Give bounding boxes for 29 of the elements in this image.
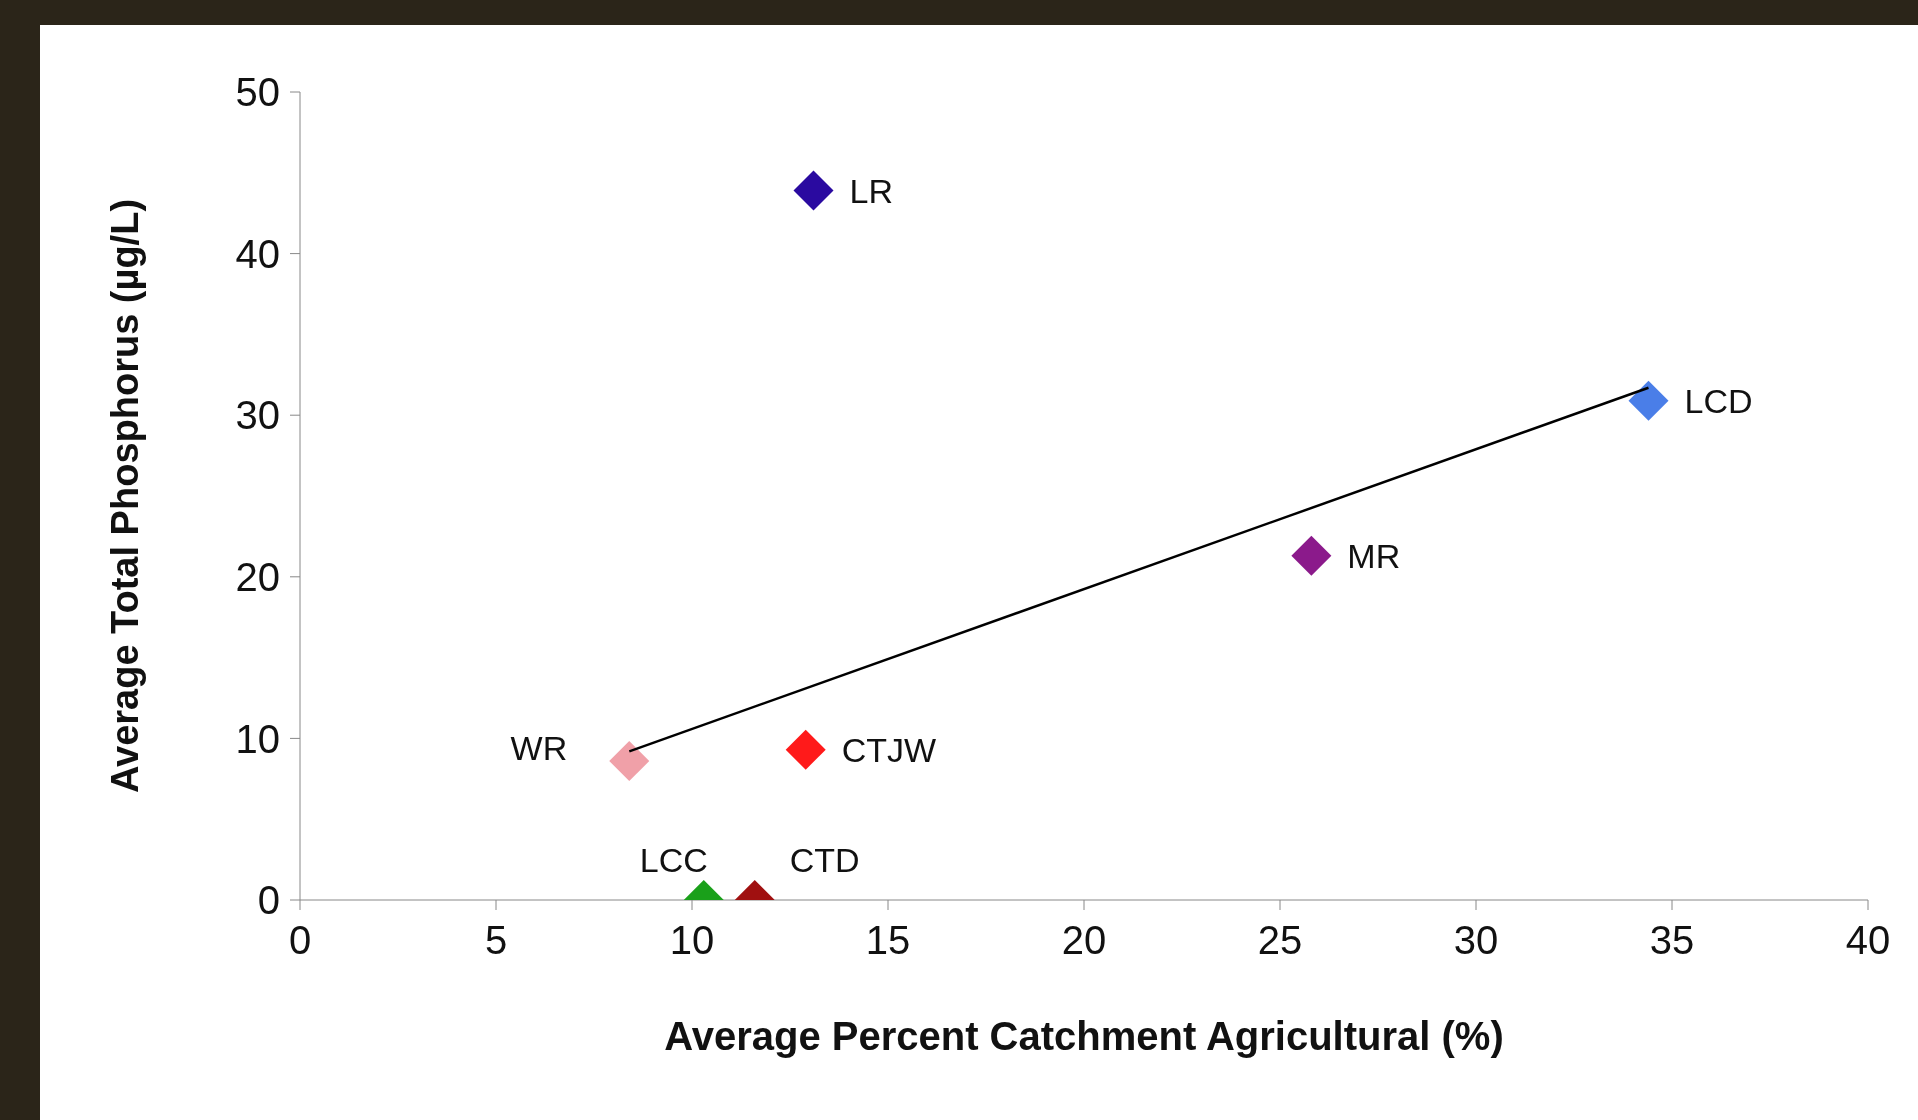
y-tick-label: 40 [235,231,280,276]
x-tick-label: 5 [484,918,508,963]
point [785,729,826,770]
y-tick-label: 30 [235,393,280,438]
y-tick-label: 10 [235,716,280,761]
series-label: LR [849,171,893,210]
y-tick-label: 0 [257,878,280,923]
x-tick-label: 20 [1061,918,1107,963]
point [1628,380,1669,421]
x-tick-label: 35 [1649,918,1695,963]
y-axis-title: Average Total Phosphorus (µg/L) [104,198,147,794]
x-tick-label: 30 [1453,918,1499,963]
point [793,170,834,211]
x-tick-label: 25 [1257,918,1303,963]
y-tick-label: 50 [235,70,280,115]
series-label: CTD [789,841,860,879]
x-axis-title: Average Percent Catchment Agricultural (%) [664,1014,1504,1058]
series-label: LCD [1684,381,1753,420]
series-label: MR [1347,536,1401,575]
x-tick-label: 10 [669,918,715,963]
series-label: CTJW [841,730,937,769]
point [609,741,650,782]
x-tick-label: 40 [1845,918,1891,963]
series-label: LCC [639,841,708,879]
series-label: WR [510,729,568,768]
point [1291,535,1332,576]
x-tick-label: 15 [865,918,911,963]
y-tick-label: 20 [235,555,280,599]
x-tick-label: 0 [288,918,312,963]
